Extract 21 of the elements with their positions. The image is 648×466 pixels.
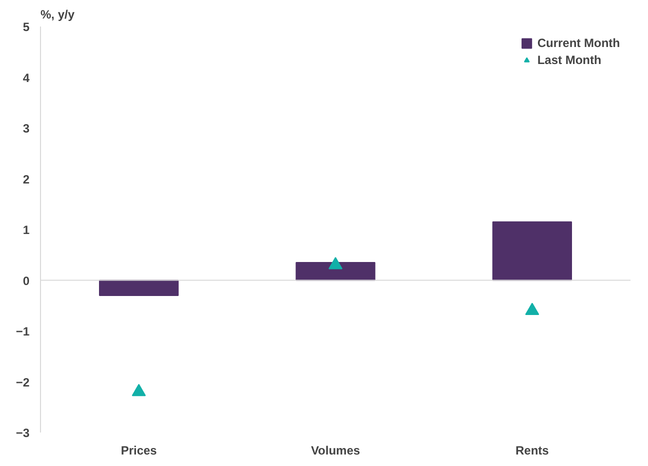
y-tick-label: 3 xyxy=(22,122,30,136)
x-tick-label: Prices xyxy=(120,444,158,458)
y-tick-label: 2 xyxy=(22,172,30,186)
y-tick-label: −1 xyxy=(16,324,30,338)
y-tick-label: 5 xyxy=(22,20,30,34)
y-tick-label: 4 xyxy=(22,70,30,85)
point xyxy=(525,302,540,315)
point xyxy=(132,384,146,396)
y-tick-label: 1 xyxy=(22,223,30,237)
legend-label: Last Month xyxy=(537,53,602,67)
bar xyxy=(99,280,179,296)
y-axis-title: %, y/y xyxy=(40,8,75,22)
legend-label: Current Month xyxy=(537,36,620,50)
y-tick-label: 0 xyxy=(22,274,30,288)
y-tick-label: −3 xyxy=(16,426,30,440)
point xyxy=(328,257,342,270)
x-tick-label: Rents xyxy=(515,444,550,458)
x-tick-label: Volumes xyxy=(310,444,360,458)
y-tick-label: −2 xyxy=(16,375,30,390)
bar xyxy=(492,221,572,281)
bar xyxy=(296,262,376,281)
